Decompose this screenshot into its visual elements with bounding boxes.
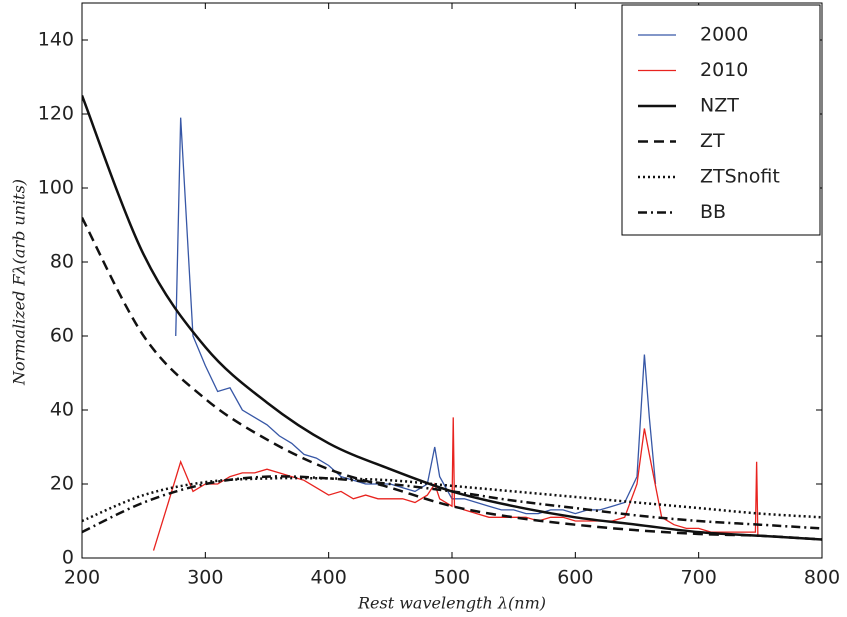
- legend-label: ZTSnofit: [700, 166, 780, 188]
- y-tick-label: 0: [62, 547, 74, 569]
- y-tick-label: 40: [50, 399, 74, 421]
- series-line: [82, 95, 822, 541]
- y-axis-label: Normalized Fλ(arb units): [10, 179, 29, 386]
- plot-frame: [81, 2, 823, 559]
- y-tick-label: 20: [50, 473, 74, 495]
- legend-label: ZT: [700, 130, 725, 152]
- legend-label: NZT: [700, 95, 739, 117]
- x-tick-label: 200: [64, 567, 100, 589]
- x-tick-label: 400: [311, 567, 347, 589]
- x-tick-label: 800: [804, 567, 840, 589]
- series-line: [152, 417, 761, 551]
- y-tick-label: 120: [38, 103, 74, 125]
- plot-lines: [82, 95, 822, 551]
- y-tick-label: 80: [50, 251, 74, 273]
- series-line: [82, 475, 822, 534]
- legend-box: [621, 4, 821, 236]
- y-tick-label: 140: [38, 29, 74, 51]
- legend-label: BB: [700, 201, 726, 223]
- x-tick-label: 500: [434, 567, 470, 589]
- x-tick-label: 600: [557, 567, 593, 589]
- x-tick-label: 300: [187, 567, 223, 589]
- x-axis-label: Rest wavelength λ(nm): [357, 594, 546, 613]
- series-line: [82, 217, 822, 541]
- legend-label: 2000: [700, 24, 748, 46]
- legend-label: 2010: [700, 59, 748, 81]
- series-line: [175, 117, 657, 515]
- x-tick-label: 700: [681, 567, 717, 589]
- y-tick-label: 60: [50, 325, 74, 347]
- y-tick-label: 100: [38, 177, 74, 199]
